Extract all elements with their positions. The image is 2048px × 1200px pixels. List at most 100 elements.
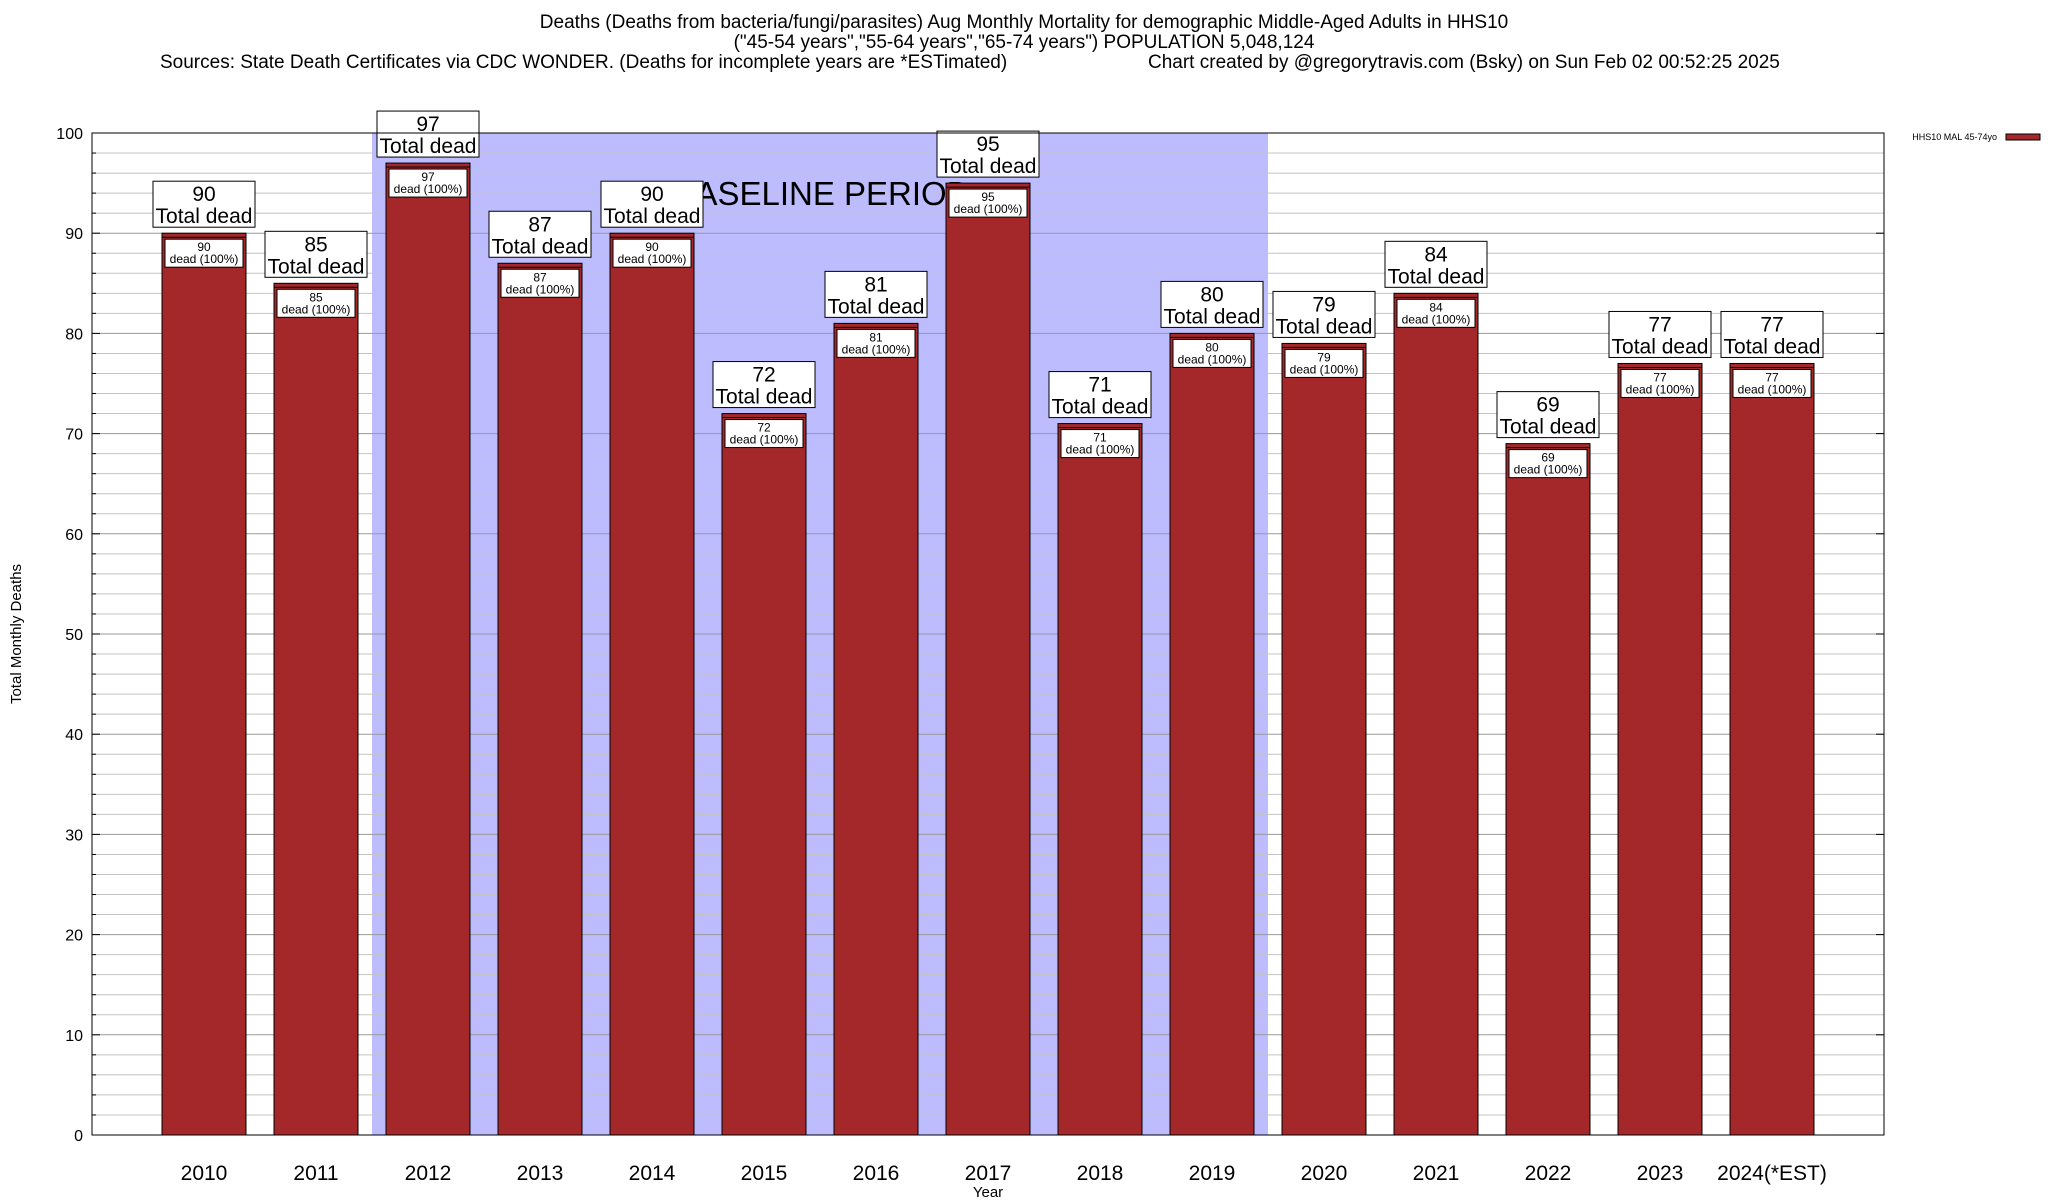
bar bbox=[1505, 443, 1591, 1136]
total-value-label: 79 bbox=[1312, 293, 1335, 316]
bar-inner-value-label: 84 bbox=[1429, 300, 1443, 314]
x-tick-label: 2022 bbox=[1525, 1162, 1572, 1185]
total-text-label: Total dead bbox=[1724, 335, 1821, 358]
bar-inner-label-box bbox=[1732, 368, 1812, 398]
chart-subtitle: ("45-54 years","55-64 years","65-74 year… bbox=[733, 32, 1315, 53]
source-note: Sources: State Death Certificates via CD… bbox=[160, 52, 1008, 73]
bar bbox=[273, 282, 359, 1136]
x-tick-label: 2010 bbox=[181, 1162, 228, 1185]
y-tick-label: 90 bbox=[65, 226, 83, 243]
bar bbox=[721, 413, 807, 1136]
bar-inner-percent-label: dead (100%) bbox=[618, 252, 687, 266]
x-tick-label: 2016 bbox=[853, 1162, 900, 1185]
y-tick-label: 70 bbox=[65, 427, 83, 444]
total-label-box bbox=[936, 130, 1040, 178]
bar-inner-percent-label: dead (100%) bbox=[1066, 443, 1135, 457]
y-tick-label: 10 bbox=[65, 1028, 83, 1045]
x-tick-label: 2011 bbox=[293, 1162, 338, 1185]
bar bbox=[833, 322, 919, 1136]
y-tick-label: 30 bbox=[65, 827, 83, 844]
bar-inner-value-label: 79 bbox=[1317, 350, 1331, 364]
bar-inner-value-label: 77 bbox=[1765, 370, 1779, 384]
legend-label: HHS10 MAL 45-74yo bbox=[1912, 132, 1997, 142]
total-label-box bbox=[1496, 391, 1600, 439]
x-tick-label: 2018 bbox=[1077, 1162, 1124, 1185]
legend: HHS10 MAL 45-74yo bbox=[1912, 132, 2041, 142]
bar bbox=[1729, 362, 1815, 1136]
y-tick-label: 40 bbox=[65, 727, 83, 744]
total-text-label: Total dead bbox=[156, 205, 253, 228]
bar bbox=[1057, 423, 1143, 1136]
bar-inner-label-box bbox=[164, 238, 244, 268]
x-tick-label: 2021 bbox=[1413, 1162, 1460, 1185]
bar-inner-percent-label: dead (100%) bbox=[394, 182, 463, 196]
total-value-label: 77 bbox=[1760, 313, 1783, 336]
total-text-label: Total dead bbox=[1164, 305, 1261, 328]
y-tick-label: 20 bbox=[65, 928, 83, 945]
bar bbox=[945, 182, 1031, 1136]
y-tick-label: 0 bbox=[74, 1128, 83, 1145]
total-text-label: Total dead bbox=[380, 135, 477, 158]
axes-layer: 2010 2011 2012 2013 2014 2015 2016 2017 2018 2019… bbox=[8, 126, 1885, 1200]
x-axis-title: Year bbox=[973, 1184, 1003, 1200]
chart-source-line: Sources: State Death Certificates via CD… bbox=[0, 53, 2048, 113]
bar-inner-value-label: 81 bbox=[869, 330, 883, 344]
total-text-label: Total dead bbox=[828, 295, 925, 318]
bar-inner-value-label: 77 bbox=[1653, 370, 1667, 384]
y-tick-label: 50 bbox=[65, 627, 83, 644]
bar bbox=[1617, 362, 1703, 1136]
bar-inner-percent-label: dead (100%) bbox=[1290, 362, 1359, 376]
bar-inner-value-label: 80 bbox=[1205, 340, 1219, 354]
bar-inner-percent-label: dead (100%) bbox=[506, 282, 575, 296]
bar-inner-value-label: 85 bbox=[309, 290, 323, 304]
bar-inner-value-label: 71 bbox=[1093, 431, 1107, 445]
total-label-box bbox=[264, 230, 368, 278]
bar-inner-percent-label: dead (100%) bbox=[842, 342, 911, 356]
bar-inner-label-box bbox=[388, 168, 468, 198]
bar-inner-label-box bbox=[1620, 368, 1700, 398]
bar bbox=[1169, 332, 1255, 1136]
total-value-label: 71 bbox=[1088, 374, 1111, 397]
total-text-label: Total dead bbox=[716, 386, 813, 409]
total-label-box bbox=[712, 361, 816, 409]
total-value-label: 90 bbox=[640, 183, 663, 206]
total-value-label: 80 bbox=[1200, 283, 1223, 306]
total-value-label: 85 bbox=[304, 233, 327, 256]
total-label-box bbox=[1272, 290, 1376, 338]
total-value-label: 90 bbox=[192, 183, 215, 206]
bar-inner-percent-label: dead (100%) bbox=[730, 433, 799, 447]
bar-inner-label-box bbox=[276, 288, 356, 318]
y-tick-label: 100 bbox=[56, 126, 83, 143]
x-tick-label: 2020 bbox=[1301, 1162, 1348, 1185]
total-text-label: Total dead bbox=[1500, 416, 1597, 439]
total-text-label: Total dead bbox=[492, 235, 589, 258]
total-text-label: Total dead bbox=[604, 205, 701, 228]
x-tick-label: 2014 bbox=[629, 1162, 676, 1185]
x-tick-label: 2017 bbox=[965, 1162, 1012, 1185]
bar-inner-value-label: 87 bbox=[533, 270, 547, 284]
bar-inner-percent-label: dead (100%) bbox=[1402, 312, 1471, 326]
total-text-label: Total dead bbox=[940, 155, 1037, 178]
bar-inner-label-box bbox=[1396, 298, 1476, 328]
bar bbox=[497, 262, 583, 1136]
total-label-box bbox=[1720, 310, 1824, 358]
total-label-box bbox=[488, 210, 592, 258]
bar-inner-percent-label: dead (100%) bbox=[1738, 382, 1807, 396]
total-label-box bbox=[1384, 240, 1488, 288]
total-label-box bbox=[1608, 310, 1712, 358]
total-value-label: 72 bbox=[752, 364, 775, 387]
y-tick-label: 80 bbox=[65, 326, 83, 343]
total-value-label: 84 bbox=[1424, 243, 1448, 266]
bar-inner-percent-label: dead (100%) bbox=[282, 302, 351, 316]
